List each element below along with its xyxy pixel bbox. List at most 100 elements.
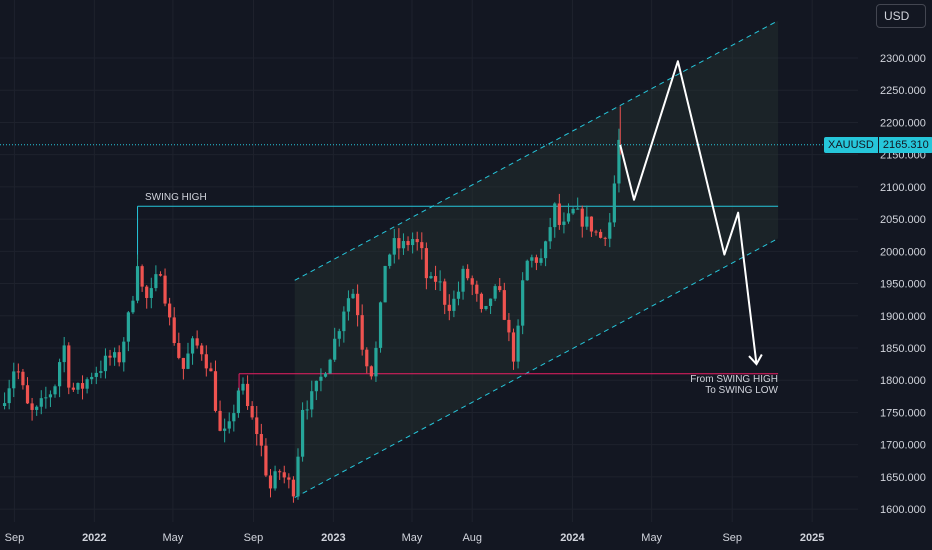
- time-tick-label: Sep: [244, 532, 264, 544]
- candle-body: [571, 208, 575, 214]
- candle-body: [268, 475, 273, 489]
- candle-body: [598, 231, 603, 238]
- price-tick-label: 2100.000: [880, 182, 926, 194]
- price-tick-label: 1950.000: [880, 279, 926, 291]
- candle-body: [498, 286, 502, 291]
- swing-levels: [0, 144, 824, 406]
- swing-low-label-line2: To SWING LOW: [705, 385, 778, 396]
- time-tick-label: May: [163, 532, 184, 544]
- candle-body: [511, 332, 516, 362]
- candle-body: [122, 341, 126, 363]
- candle-body: [337, 331, 341, 339]
- candle-body: [232, 413, 236, 422]
- price-tick-label: 1650.000: [880, 472, 926, 484]
- candle-body: [76, 383, 80, 390]
- candle-body: [612, 183, 616, 223]
- candle-body: [493, 286, 497, 299]
- candle-body: [585, 216, 589, 227]
- channel-upper-line: [294, 20, 779, 281]
- candle-body: [415, 239, 419, 243]
- candle-body: [433, 276, 438, 282]
- candle-body: [181, 357, 185, 369]
- candle-body: [39, 398, 43, 407]
- price-tick-label: 1900.000: [880, 311, 926, 323]
- price-tick-label: 2300.000: [880, 53, 926, 65]
- candle-body: [57, 362, 62, 387]
- candle-body: [21, 371, 25, 386]
- candle-body: [411, 239, 415, 246]
- time-tick-label: Sep: [722, 532, 742, 544]
- candle-body: [356, 293, 360, 316]
- candle-body: [397, 238, 401, 249]
- currency-button[interactable]: USD: [876, 4, 926, 28]
- candle-body: [108, 355, 112, 358]
- time-tick-label: Aug: [462, 532, 482, 544]
- candle-body: [236, 390, 241, 414]
- candle-body: [255, 417, 259, 435]
- candle-body: [204, 354, 208, 369]
- candle-body: [278, 471, 282, 473]
- last-price-tag: XAUUSD 2165.310: [824, 137, 932, 153]
- candle-body: [241, 383, 245, 391]
- candle-body: [608, 222, 612, 239]
- candle-body: [305, 409, 309, 411]
- candle-body: [16, 371, 20, 373]
- time-axis[interactable]: Sep 2022 May Sep 2023 May Aug 2024 May Sep 2025: [5, 532, 825, 544]
- candle-body: [163, 275, 167, 304]
- candle-body: [406, 241, 410, 246]
- candle-body: [516, 325, 520, 362]
- price-tag-value: 2165.310: [878, 137, 932, 153]
- price-tick-label: 1750.000: [880, 407, 926, 419]
- candle-body: [589, 216, 594, 232]
- candle-body: [94, 372, 98, 377]
- price-tick-label: 2000.000: [880, 246, 926, 258]
- candle-body: [200, 345, 204, 355]
- candle-body: [543, 241, 548, 259]
- candle-body: [521, 280, 525, 326]
- candle-body: [617, 139, 621, 184]
- candle-body: [103, 355, 108, 372]
- candle-body: [443, 281, 447, 305]
- candle-body: [209, 368, 213, 372]
- candle-body: [328, 359, 332, 374]
- candle-body: [126, 312, 130, 342]
- candle-body: [369, 366, 373, 377]
- candle-body: [351, 293, 355, 299]
- candle-body: [113, 352, 117, 358]
- candle-body: [461, 268, 465, 292]
- price-tick-label: 2200.000: [880, 117, 926, 129]
- candle-body: [35, 406, 39, 410]
- candle-body: [401, 241, 406, 249]
- candle-body: [314, 380, 318, 392]
- candle-body: [310, 391, 314, 410]
- candle-body: [186, 353, 190, 369]
- candle-body: [466, 268, 470, 279]
- candle-body: [273, 471, 277, 489]
- candle-body: [420, 242, 424, 249]
- price-tick-label: 1700.000: [880, 440, 926, 452]
- candle-body: [264, 445, 268, 476]
- price-tick-label: 1850.000: [880, 343, 926, 355]
- candle-body: [12, 371, 16, 389]
- candle-body: [576, 208, 580, 210]
- candle-body: [227, 421, 231, 429]
- time-tick-label: 2023: [321, 532, 345, 544]
- channel-lower-line: [294, 238, 779, 498]
- time-tick-label: Sep: [5, 532, 25, 544]
- candle-body: [135, 266, 140, 301]
- projection-path: [619, 60, 763, 366]
- candle-body: [140, 266, 144, 287]
- candle-body: [245, 383, 250, 407]
- candle-body: [48, 394, 53, 398]
- candle-body: [392, 238, 396, 255]
- candle-body: [259, 434, 263, 446]
- price-axis[interactable]: 1600.000 1650.000 1700.000 1750.000 1800.000…: [858, 0, 932, 550]
- candle-body: [282, 472, 286, 478]
- candle-body: [456, 291, 461, 299]
- candle-body: [488, 298, 493, 306]
- candlestick-series: [2, 106, 621, 503]
- candle-body: [67, 345, 71, 388]
- candle-body: [323, 373, 328, 377]
- candle-body: [603, 237, 607, 239]
